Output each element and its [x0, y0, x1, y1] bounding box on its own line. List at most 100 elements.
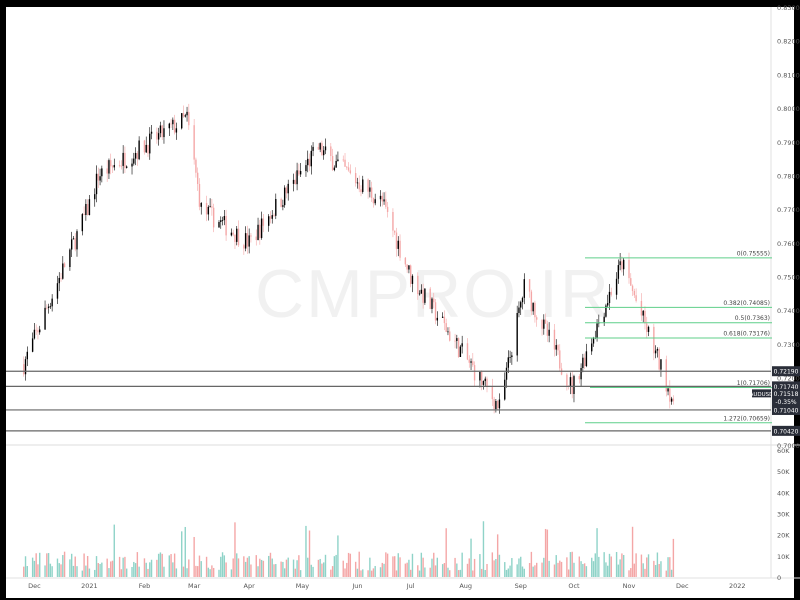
candle-body — [536, 317, 538, 320]
candle-body — [383, 199, 385, 202]
time-tick-label: Apr — [244, 582, 256, 590]
candle-body — [181, 113, 183, 129]
last-price-change: -0.35% — [775, 399, 797, 406]
candle-body — [420, 289, 423, 294]
candle-body — [459, 346, 462, 358]
candle-body — [607, 303, 609, 306]
candle-body — [305, 165, 307, 172]
candle-body — [360, 189, 362, 192]
volume-bar — [383, 563, 385, 577]
candle-body — [573, 376, 575, 394]
volume-bar — [207, 567, 210, 577]
candle-body — [418, 293, 421, 295]
candle-body — [496, 400, 499, 409]
volume-tick-label: 30K — [777, 511, 790, 519]
candle-body — [509, 357, 511, 358]
candle-body — [232, 232, 234, 235]
volume-bar — [259, 558, 261, 577]
volume-bar — [521, 566, 524, 577]
volume-bar — [282, 561, 284, 577]
time-tick-label: Dec — [676, 582, 689, 590]
candle-body — [656, 349, 659, 351]
candle-body — [267, 216, 270, 226]
candle-body — [424, 288, 426, 303]
candle-body — [591, 343, 593, 352]
candle-body — [592, 337, 595, 344]
volume-bar — [466, 563, 469, 577]
candle-body — [298, 170, 300, 175]
volume-bar — [566, 557, 568, 577]
time-tick-label: Jun — [351, 582, 362, 590]
candle-body — [161, 125, 163, 138]
candle-body — [296, 170, 298, 185]
volume-bar — [367, 570, 369, 577]
candle-body — [456, 338, 458, 341]
candle-body — [672, 398, 675, 402]
candle-body — [596, 323, 598, 338]
candle-body — [143, 140, 146, 153]
volume-bar — [49, 563, 52, 577]
volume-bar — [118, 556, 121, 577]
candle-body — [46, 307, 48, 309]
volume-bar — [491, 552, 494, 577]
volume-bar — [305, 525, 307, 577]
candle-body — [507, 357, 510, 368]
volume-bar — [347, 552, 350, 577]
volume-bar — [58, 563, 60, 577]
volume-bar — [553, 564, 556, 577]
candle-body — [635, 295, 637, 301]
candle-body — [49, 306, 52, 308]
candle-body — [333, 167, 336, 171]
volume-bar — [447, 567, 449, 577]
candle-body — [111, 166, 114, 168]
candle-body — [282, 205, 284, 207]
volume-bar — [445, 528, 447, 577]
candle-body — [379, 195, 382, 200]
volume-bar — [386, 553, 389, 577]
candle-body — [470, 361, 472, 363]
candle-body — [255, 236, 257, 240]
time-tick-label: Nov — [623, 582, 636, 590]
volume-bar — [369, 557, 371, 577]
candle-body — [26, 351, 28, 360]
candle-body — [324, 146, 327, 151]
candle-body — [243, 245, 245, 249]
volume-bar — [557, 562, 559, 577]
candle-body — [147, 144, 149, 154]
candle-body — [317, 146, 320, 150]
candle-body — [622, 259, 625, 270]
volume-bar — [186, 568, 188, 577]
candle-body — [667, 388, 669, 392]
volume-bar — [441, 564, 444, 577]
candle-body — [125, 166, 128, 168]
candle-body — [482, 381, 485, 385]
volume-bar — [443, 563, 446, 577]
volume-bar — [298, 555, 300, 577]
volume-bar — [628, 570, 630, 577]
volume-bar — [360, 570, 362, 577]
volume-bar — [101, 562, 103, 577]
candle-body — [385, 199, 387, 207]
volume-bar — [399, 557, 401, 577]
candle-body — [571, 377, 573, 394]
candle-body — [404, 257, 407, 265]
volume-bar — [354, 561, 357, 577]
candle-body — [491, 387, 494, 400]
price-tag-label: 0.71040 — [774, 407, 799, 414]
fib-level-label: 0.382(0.74085) — [723, 300, 770, 307]
candle-body — [110, 160, 112, 167]
volume-bar — [406, 562, 408, 577]
volume-bar — [567, 569, 570, 577]
candle-body — [31, 338, 34, 352]
volume-tick-label: 20K — [777, 532, 790, 540]
fib-level-label: 1(0.71706) — [737, 380, 770, 387]
candle-body — [280, 198, 282, 207]
volume-bar — [569, 552, 572, 577]
price-tag-label: 0.71740 — [774, 384, 799, 391]
candle-body — [660, 359, 662, 370]
candle-body — [170, 123, 172, 125]
candle-body — [473, 365, 476, 381]
volume-bar — [181, 531, 183, 577]
candle-body — [83, 214, 85, 215]
